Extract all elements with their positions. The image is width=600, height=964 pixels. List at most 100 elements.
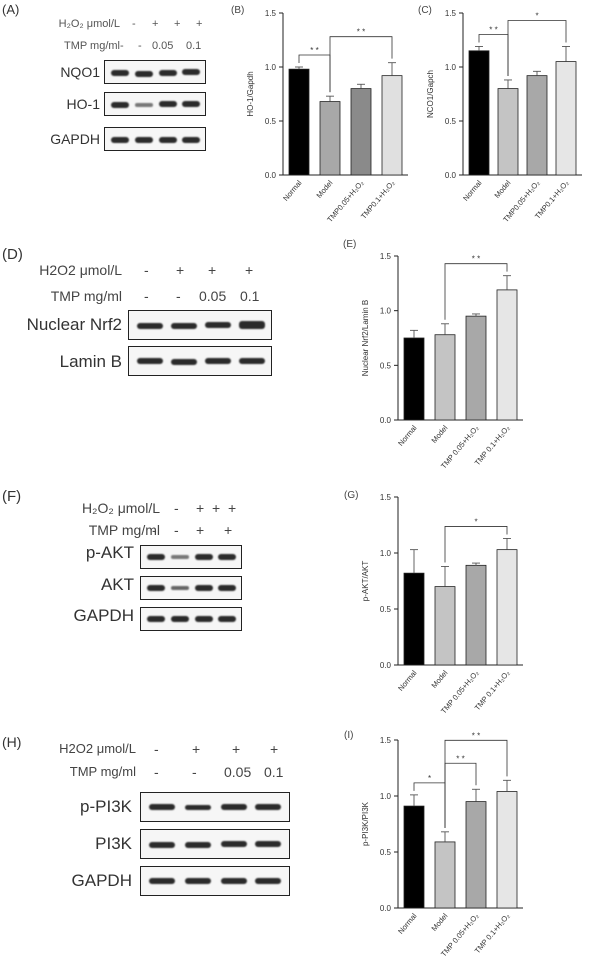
chart-i-bar bbox=[465, 801, 487, 909]
wb-d-h2o2-lane2: + bbox=[176, 262, 185, 278]
chart-c-xtick-label: Normal bbox=[461, 178, 484, 203]
chart-g-bar bbox=[403, 572, 425, 666]
wb-f-h2o2-lane1: - bbox=[174, 500, 179, 516]
chart-b-significance-label: * * bbox=[357, 28, 365, 37]
chart-i-ytick-label: 1.5 bbox=[380, 736, 392, 745]
chart-g-bar bbox=[496, 549, 518, 666]
chart-b-ytick-label: 0.0 bbox=[265, 171, 277, 180]
wb-row-h-tmp-label: TMP mg/ml bbox=[69, 764, 136, 779]
wb-row-a-h2o2-label: H₂O₂ μmol/L bbox=[58, 18, 120, 30]
chart-i-bar bbox=[403, 805, 425, 909]
chart-i-ytick-label: 1.0 bbox=[380, 792, 392, 801]
wb-row-h-h2o2-label: H2O2 μmol/L bbox=[59, 741, 136, 756]
wb-d-h2o2-lane1: - bbox=[144, 262, 149, 278]
chart-c-ytick-label: 0.0 bbox=[445, 171, 457, 180]
wb-f-tmp-lane1: - bbox=[152, 522, 157, 538]
chart-b-ylabel: HO-1/Gapdh bbox=[246, 71, 255, 116]
chart-i-bar bbox=[496, 791, 518, 909]
chart-c-significance-label: * * bbox=[489, 25, 497, 34]
chart-g-significance-label: * bbox=[474, 517, 477, 526]
chart-b-bar bbox=[288, 68, 310, 176]
chart-i-bar bbox=[434, 841, 456, 909]
chart-i-significance-bracket bbox=[444, 739, 508, 828]
chart-i-significance-label: * * bbox=[472, 731, 480, 740]
wb-d-h2o2-lane3: + bbox=[208, 262, 217, 278]
chart-c-ytick-label: 1.5 bbox=[445, 9, 457, 18]
blot-label-pi3k: PI3K bbox=[95, 834, 132, 853]
chart-i-significance-label: * * bbox=[456, 754, 464, 763]
chart-i-xtick-label: Model bbox=[430, 911, 450, 933]
wb-f-h2o2-lane3: + bbox=[212, 500, 221, 516]
panel-label-h: (H) bbox=[2, 734, 22, 750]
wb-h-tmp-lane2: - bbox=[192, 764, 197, 780]
blot-gapdh-f bbox=[140, 607, 242, 631]
chart-b-bar bbox=[319, 101, 341, 176]
wb-h-tmp-lane1: - bbox=[154, 764, 159, 780]
wb-a-tmp-lane2: - bbox=[138, 40, 142, 52]
wb-a-tmp-lane3: 0.05 bbox=[152, 40, 174, 52]
chart-g-ytick-label: 1.5 bbox=[380, 493, 392, 502]
chart-b-significance-bracket bbox=[329, 36, 393, 93]
chart-e-significance-label: * * bbox=[472, 255, 480, 264]
wb-a-tmp-lane1: - bbox=[120, 40, 124, 52]
blot-p-akt bbox=[140, 545, 242, 569]
panel-label-f: (F) bbox=[2, 488, 22, 505]
wb-a-tmp-lane4: 0.1 bbox=[186, 40, 202, 52]
blot-label-lamin-b: Lamin B bbox=[59, 352, 122, 371]
wb-h-tmp-lane4: 0.1 bbox=[264, 764, 284, 780]
chart-e-ylabel: Nuclear Nrf2/Lamin B bbox=[361, 300, 370, 376]
panel-label-i: (I) bbox=[344, 730, 353, 741]
blot-label-akt: AKT bbox=[100, 575, 134, 594]
chart-c-xtick-label: Model bbox=[493, 178, 513, 200]
wb-h-h2o2-lane1: - bbox=[154, 741, 159, 757]
chart-e-bar bbox=[403, 337, 425, 421]
blot-label-gapdh-a: GAPDH bbox=[50, 131, 100, 147]
wb-row-f-tmp-label: TMP mg/ml bbox=[88, 522, 160, 538]
blot-pi3k bbox=[140, 829, 290, 859]
wb-row-d-h2o2-label: H2O2 μmol/L bbox=[39, 262, 122, 278]
chart-e-ytick-label: 0.0 bbox=[380, 416, 392, 425]
wb-a-h2o2-lane3: + bbox=[174, 18, 181, 30]
chart-e-ytick-label: 1.0 bbox=[380, 307, 392, 316]
panel-label-c: (C) bbox=[418, 5, 432, 16]
wb-row-a-tmp-label: TMP mg/ml bbox=[63, 40, 120, 52]
wb-f-h2o2-lane4: + bbox=[228, 500, 237, 516]
blot-gapdh-h bbox=[140, 866, 290, 896]
blot-label-gapdh-h: GAPDH bbox=[71, 871, 132, 890]
chart-c-bar bbox=[555, 61, 577, 176]
panel-label-a: (A) bbox=[2, 2, 20, 17]
chart-b-bar bbox=[350, 88, 372, 176]
wb-a-h2o2-lane4: + bbox=[196, 18, 203, 30]
chart-b-xtick-label: Normal bbox=[281, 178, 304, 203]
chart-c-significance-bracket bbox=[507, 20, 567, 76]
chart-i-significance-label: * bbox=[428, 774, 431, 783]
chart-e-xtick-label: Normal bbox=[396, 423, 419, 448]
chart-g-bar bbox=[465, 564, 487, 666]
blot-label-nqo1: NQO1 bbox=[60, 64, 100, 80]
chart-e-xtick-label: Model bbox=[430, 423, 450, 445]
wb-f-tmp-lane2: - bbox=[174, 522, 179, 538]
wb-d-tmp-lane2: - bbox=[176, 288, 181, 304]
wb-a-h2o2-lane2: + bbox=[152, 18, 159, 30]
wb-h-tmp-lane3: 0.05 bbox=[224, 764, 252, 780]
chart-b-bar bbox=[381, 75, 403, 176]
wb-d-tmp-lane3: 0.05 bbox=[199, 288, 227, 304]
chart-i-ylabel: p-PI3K/PI3K bbox=[361, 801, 370, 846]
chart-c-bar bbox=[468, 50, 490, 176]
wb-f-tmp-lane3: + bbox=[196, 522, 205, 538]
wb-row-d-tmp-label: TMP mg/ml bbox=[50, 288, 122, 304]
chart-e-significance-bracket bbox=[444, 263, 508, 320]
chart-b-xtick-label: Model bbox=[315, 178, 335, 200]
wb-a-h2o2-lane1: - bbox=[132, 18, 136, 30]
chart-e-ytick-label: 0.5 bbox=[380, 361, 392, 370]
panel-label-g: (G) bbox=[344, 490, 358, 501]
chart-g-ytick-label: 0.0 bbox=[380, 661, 392, 670]
panel-label-b: (B) bbox=[231, 5, 244, 16]
blot-ho1 bbox=[104, 92, 206, 116]
wb-d-tmp-lane1: - bbox=[144, 288, 149, 304]
blot-nqo1 bbox=[104, 60, 206, 84]
chart-e-bar bbox=[465, 315, 487, 421]
wb-f-tmp-lane4: + bbox=[224, 522, 233, 538]
wb-row-f-h2o2-label: H₂O₂ μmol/L bbox=[81, 500, 160, 516]
